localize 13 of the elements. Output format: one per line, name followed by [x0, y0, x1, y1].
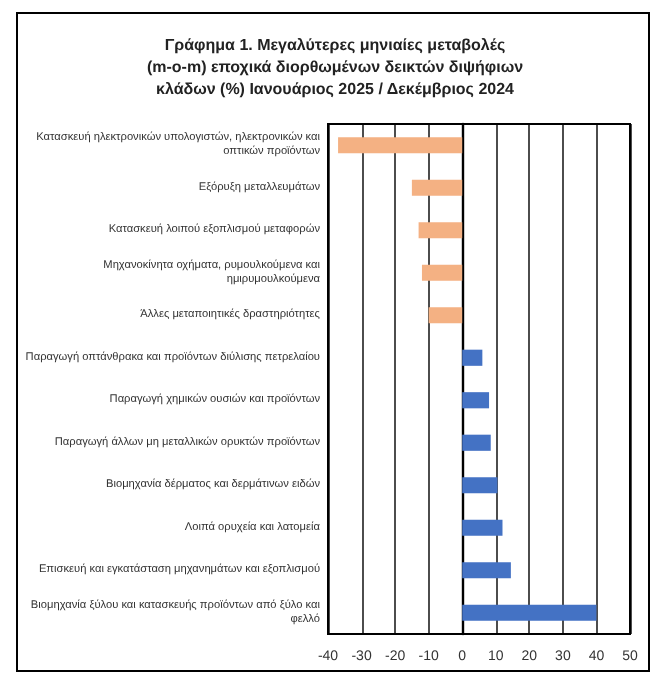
- bar: [418, 222, 463, 239]
- bar: [462, 392, 490, 409]
- bar: [338, 137, 463, 154]
- bar: [421, 264, 463, 281]
- bar: [462, 477, 498, 494]
- chart-title: Γράφημα 1. Μεγαλύτερες μηνιαίες μεταβολές (m-o-m) εποχικά διορθωμένων δεικτών διψήφιων κλάδων (%) Ιανουάριος 2025 / Δεκέμβριος 2024: [146, 36, 525, 98]
- bar: [428, 307, 463, 324]
- bar: [462, 349, 483, 366]
- bar: [462, 604, 597, 621]
- bar: [411, 179, 463, 196]
- bar: [462, 434, 491, 451]
- bar: [462, 519, 503, 536]
- bar: [462, 562, 511, 579]
